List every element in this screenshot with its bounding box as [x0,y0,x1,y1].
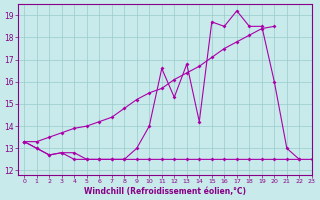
X-axis label: Windchill (Refroidissement éolien,°C): Windchill (Refroidissement éolien,°C) [84,187,246,196]
